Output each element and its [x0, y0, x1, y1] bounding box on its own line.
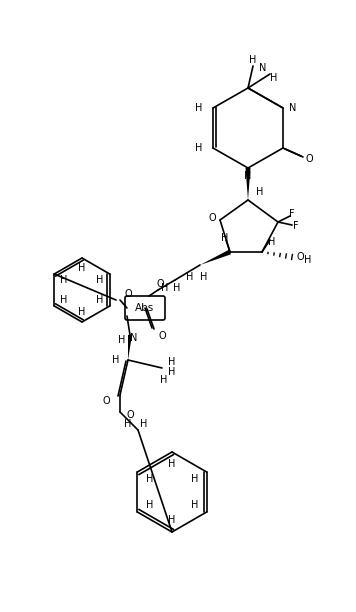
Text: H: H	[96, 275, 104, 285]
Text: H: H	[191, 500, 198, 510]
Text: H: H	[200, 272, 208, 282]
Text: H: H	[173, 283, 181, 293]
Text: H: H	[221, 233, 229, 243]
Text: H: H	[124, 419, 132, 429]
Text: F: F	[293, 221, 299, 231]
Text: H: H	[304, 255, 312, 265]
Text: H: H	[168, 515, 176, 525]
Text: H: H	[161, 283, 169, 293]
Text: H: H	[168, 357, 176, 367]
Text: H: H	[146, 500, 153, 510]
Text: H: H	[118, 335, 126, 345]
Text: H: H	[195, 103, 203, 113]
Text: H: H	[78, 263, 86, 272]
FancyBboxPatch shape	[125, 296, 165, 320]
Text: O: O	[305, 154, 313, 164]
Text: H: H	[268, 237, 276, 247]
Polygon shape	[200, 250, 231, 265]
Text: H: H	[168, 459, 176, 469]
Text: H: H	[160, 375, 168, 385]
Text: O: O	[124, 289, 132, 299]
Text: H: H	[270, 73, 278, 83]
Text: O: O	[158, 331, 166, 341]
Text: Abs: Abs	[135, 303, 155, 313]
Text: N: N	[259, 63, 267, 73]
Text: H: H	[96, 294, 104, 305]
Text: O: O	[296, 252, 304, 262]
Text: O: O	[156, 279, 164, 289]
Text: H: H	[78, 307, 86, 318]
Text: H: H	[249, 55, 257, 65]
Text: H: H	[112, 355, 120, 365]
Text: N: N	[289, 103, 297, 113]
Text: N: N	[130, 333, 138, 343]
Text: H: H	[191, 474, 198, 484]
Text: H: H	[60, 275, 68, 285]
Text: H: H	[256, 187, 264, 197]
Text: H: H	[195, 143, 203, 153]
Text: O: O	[126, 410, 134, 420]
Text: F: F	[289, 209, 295, 219]
Polygon shape	[128, 335, 132, 360]
Text: H: H	[146, 474, 153, 484]
Text: O: O	[208, 213, 216, 223]
Text: H: H	[60, 294, 68, 305]
Text: H: H	[140, 419, 148, 429]
Text: H: H	[186, 272, 194, 282]
Text: O: O	[102, 396, 110, 406]
Text: N: N	[244, 171, 252, 181]
Polygon shape	[246, 168, 251, 200]
Text: H: H	[168, 367, 176, 377]
